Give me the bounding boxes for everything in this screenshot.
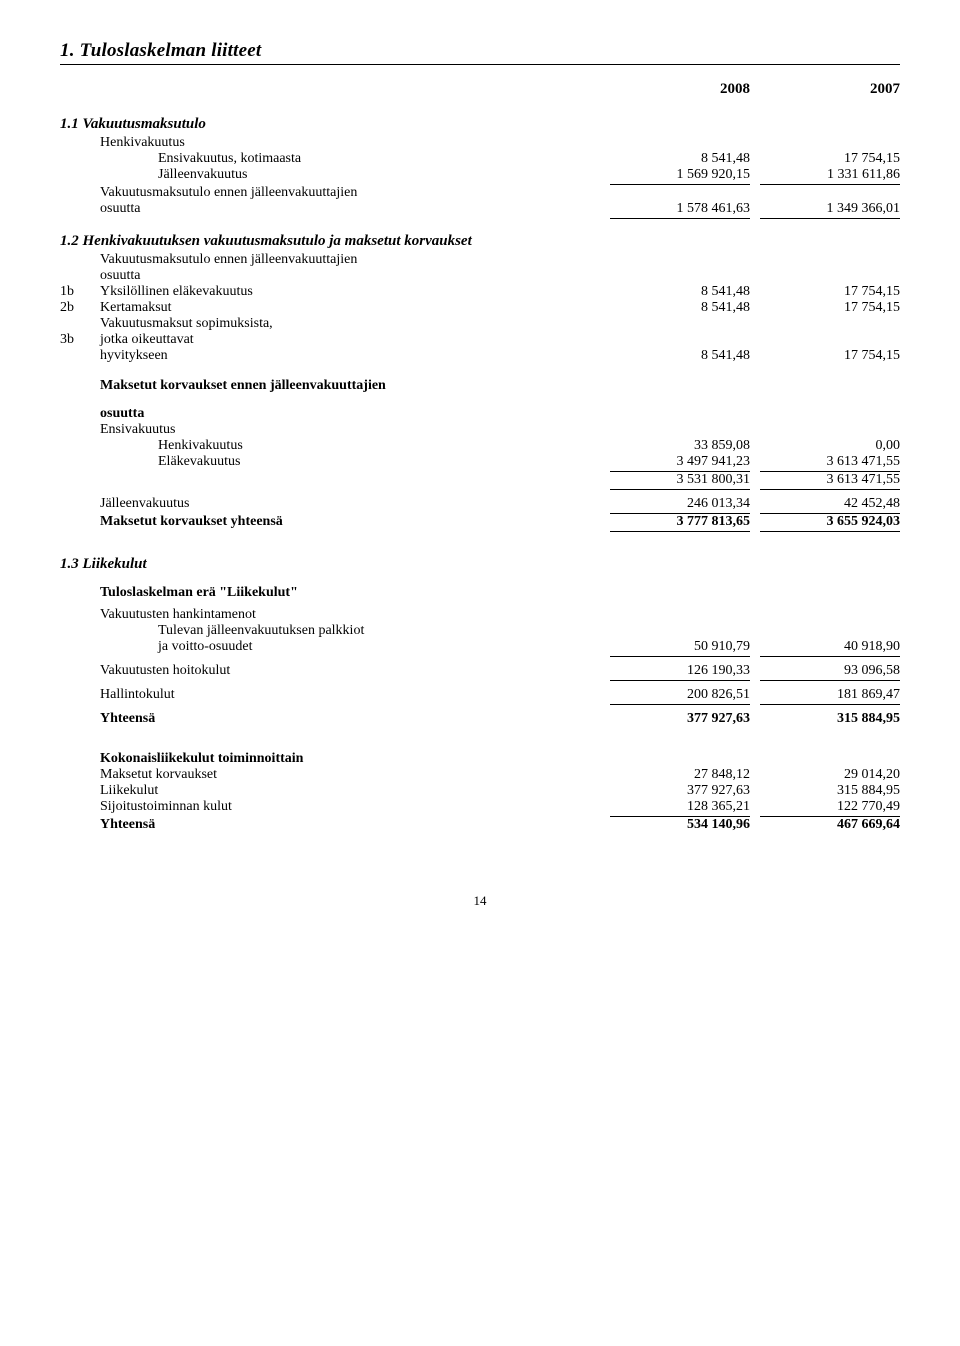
value-cell: 3 655 924,03 <box>760 514 900 532</box>
value-cell: 126 190,33 <box>610 663 750 681</box>
vmt-ennen-label-2: osuutta <box>100 201 600 219</box>
ensivakuutus-section: Ensivakuutus <box>100 422 600 438</box>
value-cell: 8 541,48 <box>610 151 750 167</box>
value-cell: 377 927,63 <box>610 711 750 727</box>
ensivakuutus-label: Ensivakuutus, kotimaasta <box>100 151 600 167</box>
maksetut-korvaukset-label-1: Maksetut korvaukset ennen jälleenvakuutt… <box>100 378 600 394</box>
vm-sopimuksista-label-2: jotka oikeuttavat <box>100 332 600 348</box>
vakuutusten-hoitokulut: Vakuutusten hoitokulut <box>100 663 600 681</box>
year-col-2: 2007 <box>760 81 900 98</box>
value-cell: 315 884,95 <box>760 783 900 799</box>
row-id: 1b <box>60 284 90 300</box>
value-cell: 8 541,48 <box>610 348 750 364</box>
section-1-3-heading: 1.3 Liikekulut <box>60 556 900 573</box>
value-cell: 3 531 800,31 <box>610 472 750 490</box>
value-cell: 1 331 611,86 <box>760 167 900 185</box>
value-cell: 377 927,63 <box>610 783 750 799</box>
value-cell: 3 497 941,23 <box>610 454 750 472</box>
section-1-1-heading: 1.1 Vakuutusmaksutulo <box>60 116 900 133</box>
value-cell: 128 365,21 <box>610 799 750 817</box>
kertamaksut-label: Kertamaksut <box>100 300 600 316</box>
vm-sopimuksista-label-1: Vakuutusmaksut sopimuksista, <box>100 316 600 332</box>
yhteensa-liikekulut: Yhteensä <box>100 711 600 727</box>
value-cell: 534 140,96 <box>610 817 750 833</box>
value-cell: 122 770,49 <box>760 799 900 817</box>
value-cell: 17 754,15 <box>760 151 900 167</box>
value-cell: 27 848,12 <box>610 767 750 783</box>
value-cell: 0,00 <box>760 438 900 454</box>
value-cell: 17 754,15 <box>760 300 900 316</box>
section-1-2-heading: 1.2 Henkivakuutuksen vakuutusmaksutulo j… <box>60 233 900 250</box>
vmt-ennen-label-2: osuutta <box>100 268 600 284</box>
vmt-ennen-label-1: Vakuutusmaksutulo ennen jälleenvakuuttaj… <box>100 252 600 268</box>
tulevan-jv-palkkiot-2: ja voitto-osuudet <box>100 639 600 657</box>
kokonaisliikekulut-heading: Kokonaisliikekulut toiminnoittain <box>100 751 600 767</box>
page-title: 1. Tuloslaskelman liitteet <box>60 40 900 65</box>
row-id: 2b <box>60 300 90 316</box>
yhteensa-kokonais: Yhteensä <box>100 817 600 833</box>
value-cell: 315 884,95 <box>760 711 900 727</box>
value-cell: 200 826,51 <box>610 687 750 705</box>
elakevakuutus-row: Eläkevakuutus <box>100 454 600 472</box>
jalleenvakuutus-label: Jälleenvakuutus <box>100 167 600 185</box>
liikekulut-row: Liikekulut <box>100 783 600 799</box>
value-cell: 93 096,58 <box>760 663 900 681</box>
value-cell: 8 541,48 <box>610 300 750 316</box>
henkivakuutus-row: Henkivakuutus <box>100 438 600 454</box>
maksetut-korvaukset-yhteensa: Maksetut korvaukset yhteensä <box>100 514 600 532</box>
value-cell: 40 918,90 <box>760 639 900 657</box>
jalleenvakuutus-row: Jälleenvakuutus <box>100 496 600 514</box>
row-id: 3b <box>60 332 90 348</box>
value-cell: 3 613 471,55 <box>760 472 900 490</box>
value-cell: 1 349 366,01 <box>760 201 900 219</box>
vakuutusten-hankintamenot: Vakuutusten hankintamenot <box>100 607 600 623</box>
value-cell: 3 777 813,65 <box>610 514 750 532</box>
tulevan-jv-palkkiot-1: Tulevan jälleenvakuutuksen palkkiot <box>100 623 600 639</box>
value-cell: 29 014,20 <box>760 767 900 783</box>
sijoitustoiminnan-kulut-row: Sijoitustoiminnan kulut <box>100 799 600 817</box>
value-cell: 246 013,34 <box>610 496 750 514</box>
henkivakuutus-label: Henkivakuutus <box>100 135 600 151</box>
maksetut-korvaukset-label-2: osuutta <box>100 406 600 422</box>
yks-elakevakuutus-label: Yksilöllinen eläkevakuutus <box>100 284 600 300</box>
value-cell: 8 541,48 <box>610 284 750 300</box>
value-cell: 17 754,15 <box>760 348 900 364</box>
hyvitykseen-label: hyvitykseen <box>100 348 600 364</box>
value-cell: 50 910,79 <box>610 639 750 657</box>
value-cell: 467 669,64 <box>760 817 900 833</box>
tuloslaskelman-era-heading: Tuloslaskelman erä "Liikekulut" <box>100 585 600 601</box>
vmt-ennen-label-1: Vakuutusmaksutulo ennen jälleenvakuuttaj… <box>100 185 600 201</box>
hallintokulut: Hallintokulut <box>100 687 600 705</box>
year-col-1: 2008 <box>610 81 750 98</box>
value-cell: 181 869,47 <box>760 687 900 705</box>
value-cell: 3 613 471,55 <box>760 454 900 472</box>
value-cell: 33 859,08 <box>610 438 750 454</box>
value-cell: 1 578 461,63 <box>610 201 750 219</box>
year-header: 2008 2007 <box>60 81 900 98</box>
value-cell: 17 754,15 <box>760 284 900 300</box>
value-cell: 42 452,48 <box>760 496 900 514</box>
page-number: 14 <box>60 893 900 909</box>
value-cell: 1 569 920,15 <box>610 167 750 185</box>
maksetut-korvaukset-row: Maksetut korvaukset <box>100 767 600 783</box>
